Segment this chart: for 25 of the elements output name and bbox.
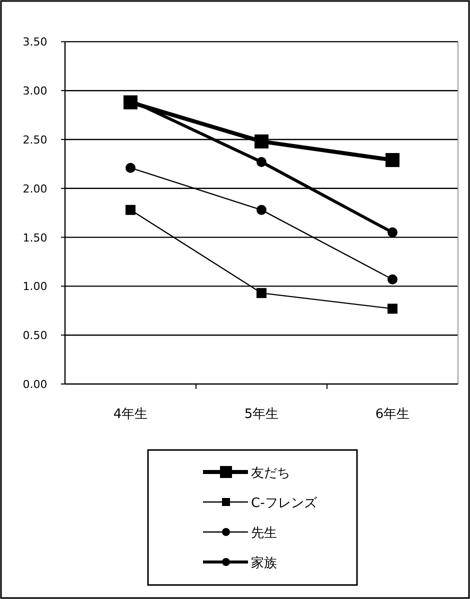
point [126,204,136,215]
y-tick-label: 1.50 [22,231,48,244]
point [126,162,136,173]
y-tick-label: 2.00 [22,182,48,196]
y-tick-label: 0.00 [22,378,48,391]
x-tick-label: 6年生 [375,407,410,422]
y-tick-label: 2.50 [22,134,48,146]
y-tick-label: 0.50 [22,329,48,342]
point [256,156,266,167]
y-tick-label: 1.00 [22,280,48,294]
point [386,153,400,168]
legend-label: 友だち [251,466,290,481]
x-tick-label: 4年生 [113,407,148,422]
legend-label: 家族 [251,555,277,571]
point [388,274,398,284]
point [256,204,266,215]
point [388,304,398,314]
legend-label: C-フレンズ [251,496,318,511]
legend-label: 先生 [251,526,277,541]
y-tick-label: 3.50 [22,36,48,49]
point [256,288,266,298]
x-tick-label: 5年生 [244,407,279,422]
y-tick-label: 3.00 [22,84,48,98]
point [388,227,398,238]
point [254,134,268,148]
